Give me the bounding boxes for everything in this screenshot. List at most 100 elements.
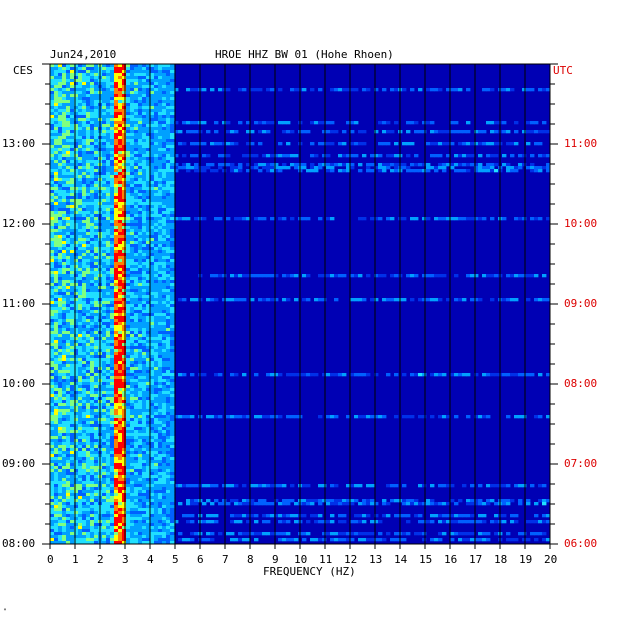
- spectrogram-cell: [54, 208, 59, 212]
- spectrogram-cell: [78, 136, 83, 140]
- spectrogram-cell: [142, 157, 147, 161]
- spectrogram-cell: [50, 373, 55, 377]
- spectrogram-cell: [290, 163, 295, 167]
- spectrogram-cell: [50, 208, 55, 212]
- spectrogram-cell: [74, 157, 79, 161]
- spectrogram-cell: [106, 274, 111, 278]
- spectrogram-cell: [86, 280, 91, 284]
- spectrogram-cell: [122, 121, 127, 125]
- spectrogram-cell: [74, 112, 79, 116]
- spectrogram-cell: [50, 394, 55, 398]
- spectrogram-cell: [166, 241, 171, 245]
- spectrogram-cell: [134, 460, 139, 464]
- spectrogram-cell: [58, 364, 63, 368]
- spectrogram-cell: [118, 412, 123, 416]
- spectrogram-cell: [106, 265, 111, 269]
- spectrogram-cell: [58, 343, 63, 347]
- spectrogram-cell: [82, 274, 87, 278]
- spectrogram-cell: [50, 178, 55, 182]
- spectrogram-cell: [138, 151, 143, 155]
- spectrogram-cell: [50, 460, 55, 464]
- spectrogram-cell: [434, 274, 439, 278]
- spectrogram-cell: [126, 172, 131, 176]
- spectrogram-cell: [138, 409, 143, 413]
- spectrogram-cell: [126, 202, 131, 206]
- spectrogram-cell: [82, 268, 87, 272]
- spectrogram-cell: [90, 349, 95, 353]
- spectrogram-cell: [94, 106, 99, 110]
- spectrogram-cell: [130, 214, 135, 218]
- spectrogram-cell: [170, 205, 175, 209]
- spectrogram-cell: [74, 424, 79, 428]
- spectrogram-cell: [110, 346, 115, 350]
- spectrogram-cell: [150, 331, 155, 335]
- spectrogram-cell: [62, 229, 67, 233]
- spectrogram-cell: [106, 439, 111, 443]
- spectrogram-cell: [110, 79, 115, 83]
- spectrogram-cell: [486, 121, 491, 125]
- spectrogram-cell: [138, 322, 143, 326]
- spectrogram-cell: [102, 448, 107, 452]
- spectrogram-cell: [58, 334, 63, 338]
- spectrogram-cell: [134, 187, 139, 191]
- spectrogram-cell: [82, 181, 87, 185]
- spectrogram-cell: [150, 280, 155, 284]
- spectrogram-cell: [82, 385, 87, 389]
- spectrogram-cell: [70, 373, 75, 377]
- spectrogram-cell: [94, 466, 99, 470]
- spectrogram-cell: [134, 361, 139, 365]
- spectrogram-cell: [74, 373, 79, 377]
- spectrogram-cell: [146, 241, 151, 245]
- spectrogram-cell: [66, 403, 71, 407]
- spectrogram-cell: [166, 367, 171, 371]
- spectrogram-cell: [150, 115, 155, 119]
- spectrogram-cell: [110, 370, 115, 374]
- spectrogram-cell: [170, 391, 175, 395]
- spectrogram-cell: [78, 283, 83, 287]
- spectrogram-cell: [86, 157, 91, 161]
- spectrogram-cell: [162, 382, 167, 386]
- spectrogram-cell: [446, 130, 451, 134]
- spectrogram-cell: [486, 163, 491, 167]
- spectrogram-cell: [126, 256, 131, 260]
- spectrogram-cell: [58, 166, 63, 170]
- spectrogram-cell: [150, 427, 155, 431]
- spectrogram-cell: [50, 73, 55, 77]
- spectrogram-cell: [150, 364, 155, 368]
- spectrogram-cell: [70, 205, 75, 209]
- spectrogram-cell: [166, 262, 171, 266]
- spectrogram-cell: [50, 100, 55, 104]
- spectrogram-cell: [134, 184, 139, 188]
- spectrogram-cell: [130, 160, 135, 164]
- spectrogram-cell: [66, 211, 71, 215]
- spectrogram-cell: [158, 256, 163, 260]
- spectrogram-cell: [510, 169, 515, 173]
- spectrogram-cell: [62, 280, 67, 284]
- spectrogram-cell: [106, 307, 111, 311]
- spectrogram-cell: [94, 274, 99, 278]
- spectrogram-cell: [122, 211, 127, 215]
- spectrogram-cell: [134, 310, 139, 314]
- spectrogram-cell: [114, 67, 119, 71]
- spectrogram-cell: [86, 235, 91, 239]
- spectrogram-cell: [130, 439, 135, 443]
- spectrogram-cell: [50, 304, 55, 308]
- spectrogram-cell: [114, 277, 119, 281]
- spectrogram-cell: [130, 106, 135, 110]
- spectrogram-cell: [94, 268, 99, 272]
- spectrogram-cell: [390, 274, 395, 278]
- spectrogram-cell: [154, 259, 159, 263]
- spectrogram-cell: [134, 166, 139, 170]
- spectrogram-cell: [254, 166, 259, 170]
- spectrogram-cell: [78, 448, 83, 452]
- spectrogram-cell: [118, 166, 123, 170]
- spectrogram-cell: [210, 298, 215, 302]
- spectrogram-cell: [58, 265, 63, 269]
- spectrogram-cell: [138, 346, 143, 350]
- spectrogram-cell: [94, 139, 99, 143]
- spectrogram-cell: [78, 187, 83, 191]
- spectrogram-cell: [166, 67, 171, 71]
- spectrogram-cell: [310, 163, 315, 167]
- spectrogram-cell: [138, 439, 143, 443]
- spectrogram-cell: [126, 331, 131, 335]
